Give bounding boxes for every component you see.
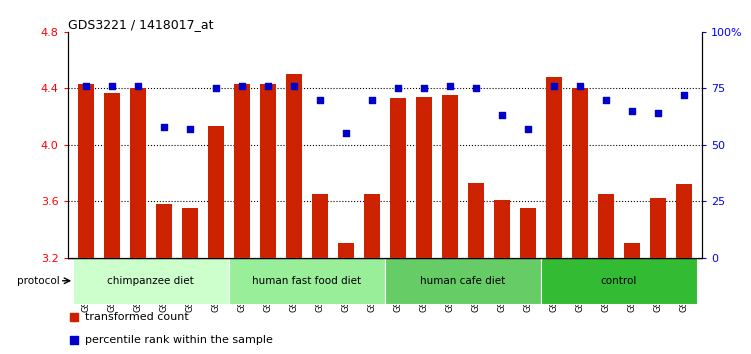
Text: transformed count: transformed count — [86, 312, 189, 322]
Point — [392, 85, 404, 91]
Bar — [130, 88, 146, 257]
Text: human cafe diet: human cafe diet — [421, 276, 505, 286]
Point — [626, 108, 638, 114]
Point — [106, 83, 118, 89]
Bar — [546, 77, 562, 257]
Bar — [468, 183, 484, 257]
Point — [80, 83, 92, 89]
Bar — [156, 204, 172, 257]
Bar — [234, 84, 249, 257]
Point — [678, 92, 690, 98]
Bar — [650, 198, 666, 257]
Point — [314, 97, 326, 102]
Bar — [208, 126, 224, 257]
Point — [418, 85, 430, 91]
Point — [574, 83, 586, 89]
Point — [444, 83, 456, 89]
Point — [158, 124, 170, 130]
Point — [288, 83, 300, 89]
Point — [496, 113, 508, 118]
Bar — [572, 88, 588, 257]
Bar — [442, 95, 457, 257]
Point — [210, 85, 222, 91]
Point — [548, 83, 560, 89]
Bar — [541, 257, 697, 304]
Bar — [338, 244, 354, 257]
Text: protocol: protocol — [17, 276, 59, 286]
Point — [68, 314, 80, 320]
Point — [68, 337, 80, 343]
Text: chimpanzee diet: chimpanzee diet — [107, 276, 195, 286]
Text: control: control — [601, 276, 637, 286]
Bar — [494, 200, 510, 257]
Bar — [624, 244, 640, 257]
Text: GDS3221 / 1418017_at: GDS3221 / 1418017_at — [68, 18, 213, 31]
Text: human fast food diet: human fast food diet — [252, 276, 361, 286]
Bar — [104, 92, 119, 257]
Bar — [182, 208, 198, 257]
Bar — [520, 208, 535, 257]
Bar — [229, 257, 385, 304]
Point — [522, 126, 534, 132]
Bar — [390, 98, 406, 257]
Bar — [385, 257, 541, 304]
Point — [340, 131, 352, 136]
Bar — [286, 74, 302, 257]
Point — [652, 110, 664, 116]
Point — [262, 83, 274, 89]
Point — [184, 126, 196, 132]
Bar — [260, 84, 276, 257]
Bar — [312, 194, 327, 257]
Bar — [78, 84, 94, 257]
Point — [132, 83, 144, 89]
Bar — [364, 194, 380, 257]
Point — [600, 97, 612, 102]
Bar — [416, 97, 432, 257]
Bar — [73, 257, 229, 304]
Point — [470, 85, 482, 91]
Point — [236, 83, 248, 89]
Bar — [598, 194, 614, 257]
Bar — [676, 184, 692, 257]
Text: percentile rank within the sample: percentile rank within the sample — [86, 335, 273, 345]
Point — [366, 97, 378, 102]
